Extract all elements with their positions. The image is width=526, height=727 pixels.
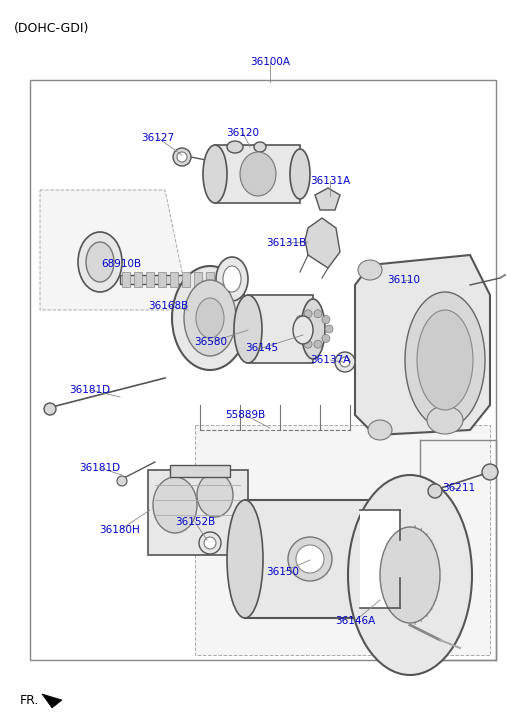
Bar	[158, 272, 166, 287]
Ellipse shape	[427, 406, 463, 434]
Polygon shape	[195, 425, 490, 655]
Text: 36137A: 36137A	[310, 355, 350, 365]
Ellipse shape	[223, 266, 241, 292]
Ellipse shape	[199, 532, 221, 554]
Bar	[182, 272, 190, 287]
Text: 36181D: 36181D	[79, 463, 120, 473]
Text: 36168B: 36168B	[148, 301, 188, 311]
Ellipse shape	[368, 420, 392, 440]
Text: 68910B: 68910B	[101, 259, 141, 269]
Bar	[170, 465, 230, 477]
Ellipse shape	[153, 477, 197, 533]
Bar	[170, 272, 178, 287]
Ellipse shape	[290, 149, 310, 199]
Ellipse shape	[204, 537, 216, 549]
Ellipse shape	[172, 266, 248, 370]
Bar	[134, 272, 142, 287]
Ellipse shape	[177, 152, 187, 162]
Text: 36211: 36211	[442, 483, 476, 493]
Text: 36146A: 36146A	[335, 616, 375, 626]
Text: 36127: 36127	[141, 133, 175, 143]
Bar	[146, 272, 154, 287]
Ellipse shape	[196, 298, 224, 338]
Ellipse shape	[358, 260, 382, 280]
Bar	[30, 80, 496, 660]
Ellipse shape	[304, 340, 312, 348]
Ellipse shape	[482, 464, 498, 480]
Polygon shape	[42, 694, 62, 708]
Bar	[206, 272, 214, 287]
Text: 36152B: 36152B	[175, 517, 215, 527]
Ellipse shape	[335, 352, 355, 372]
Ellipse shape	[288, 537, 332, 581]
Ellipse shape	[197, 473, 233, 517]
Text: 36150: 36150	[267, 567, 299, 577]
Ellipse shape	[227, 500, 263, 618]
Ellipse shape	[117, 476, 127, 486]
Ellipse shape	[325, 325, 333, 333]
Text: 36181D: 36181D	[69, 385, 110, 395]
Polygon shape	[40, 190, 190, 310]
Text: 36580: 36580	[195, 337, 228, 347]
Bar	[194, 272, 202, 287]
Ellipse shape	[380, 527, 440, 623]
Ellipse shape	[314, 340, 322, 348]
Bar	[148, 470, 248, 555]
Bar	[122, 272, 130, 287]
Text: (DOHC-GDI): (DOHC-GDI)	[14, 22, 89, 35]
Text: 36131B: 36131B	[266, 238, 306, 248]
Ellipse shape	[405, 292, 485, 428]
Ellipse shape	[301, 299, 325, 359]
Ellipse shape	[314, 310, 322, 318]
Ellipse shape	[296, 316, 304, 324]
Ellipse shape	[203, 145, 227, 203]
Ellipse shape	[173, 148, 191, 166]
Polygon shape	[355, 255, 490, 435]
Ellipse shape	[296, 334, 304, 342]
Ellipse shape	[234, 295, 262, 363]
Ellipse shape	[293, 325, 301, 333]
Bar	[120, 275, 230, 284]
Ellipse shape	[293, 316, 313, 344]
Ellipse shape	[348, 475, 472, 675]
Bar	[245, 500, 400, 618]
Ellipse shape	[322, 316, 330, 324]
Ellipse shape	[86, 242, 114, 282]
Ellipse shape	[340, 357, 350, 367]
Ellipse shape	[322, 334, 330, 342]
Ellipse shape	[304, 310, 312, 318]
Ellipse shape	[44, 403, 56, 415]
Text: 55889B: 55889B	[225, 410, 265, 420]
Text: 36131A: 36131A	[310, 176, 350, 186]
Ellipse shape	[417, 310, 473, 410]
Polygon shape	[315, 188, 340, 210]
Text: 36180H: 36180H	[99, 525, 140, 535]
Text: 36110: 36110	[388, 275, 420, 285]
Ellipse shape	[240, 152, 276, 196]
Text: FR.: FR.	[20, 694, 39, 707]
Ellipse shape	[184, 280, 236, 356]
Ellipse shape	[227, 141, 243, 153]
Text: 36120: 36120	[227, 128, 259, 138]
Bar	[215, 145, 300, 203]
Ellipse shape	[78, 232, 122, 292]
Ellipse shape	[254, 142, 266, 152]
Ellipse shape	[428, 484, 442, 498]
Bar	[248, 295, 313, 363]
Text: 36145: 36145	[246, 343, 279, 353]
Polygon shape	[305, 218, 340, 268]
Ellipse shape	[296, 545, 324, 573]
Ellipse shape	[216, 257, 248, 301]
Bar	[360, 510, 400, 608]
Text: 36100A: 36100A	[250, 57, 290, 67]
